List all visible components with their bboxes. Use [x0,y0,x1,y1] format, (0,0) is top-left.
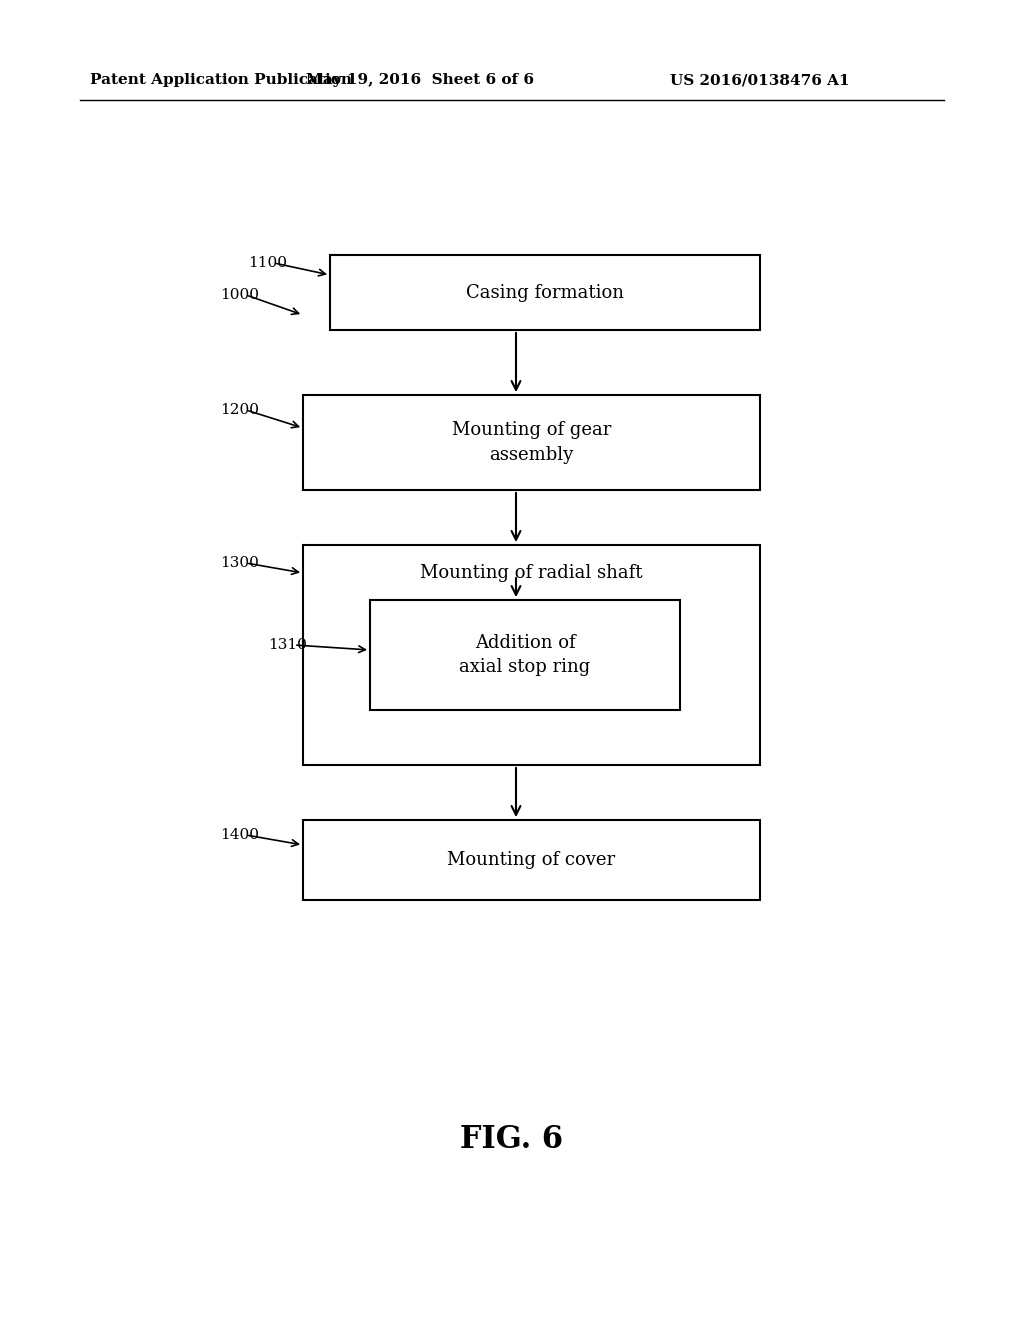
Text: Casing formation: Casing formation [466,284,624,301]
Text: 1000: 1000 [220,288,259,302]
Text: 1310: 1310 [268,638,307,652]
Bar [330,255,760,330]
Text: Mounting of cover: Mounting of cover [447,851,615,869]
Text: 1300: 1300 [220,556,259,570]
Text: US 2016/0138476 A1: US 2016/0138476 A1 [670,73,850,87]
Bar [303,395,760,490]
Text: Patent Application Publication: Patent Application Publication [90,73,352,87]
Text: 1100: 1100 [248,256,287,271]
Bar [370,601,680,710]
Text: Mounting of radial shaft: Mounting of radial shaft [420,564,643,582]
Bar [303,820,760,900]
Bar [303,545,760,766]
Text: Mounting of gear
assembly: Mounting of gear assembly [452,421,611,465]
Text: 1200: 1200 [220,403,259,417]
Text: Addition of
axial stop ring: Addition of axial stop ring [460,634,591,676]
Text: May 19, 2016  Sheet 6 of 6: May 19, 2016 Sheet 6 of 6 [306,73,534,87]
Text: FIG. 6: FIG. 6 [461,1125,563,1155]
Text: 1400: 1400 [220,828,259,842]
